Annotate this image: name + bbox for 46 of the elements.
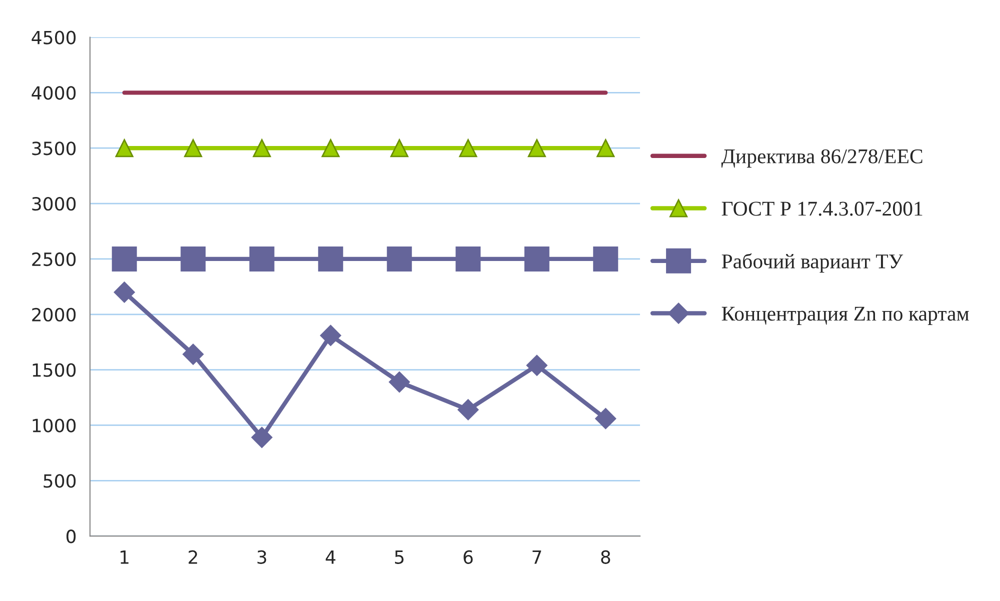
point (251, 426, 272, 448)
point (115, 139, 134, 158)
y-tick-label: 0 (66, 530, 76, 544)
point (388, 371, 410, 393)
point (386, 246, 412, 272)
y-tick-label: 3000 (32, 197, 76, 211)
point (456, 246, 481, 272)
y-tick-label: 2000 (32, 308, 76, 322)
point (593, 246, 618, 272)
y-tick-label: 4500 (32, 30, 76, 44)
y-tick-label: 1000 (32, 418, 76, 432)
x-tick-label: 8 (601, 550, 610, 564)
y-tick-label: 1500 (32, 363, 76, 377)
point (528, 139, 546, 158)
point (114, 282, 135, 303)
point (596, 139, 615, 158)
x-tick-label: 3 (258, 550, 266, 564)
y-tick-label: 2500 (32, 252, 76, 266)
point (526, 354, 548, 376)
y-tick-label: 3500 (32, 142, 76, 156)
point (524, 246, 550, 272)
x-tick-label: 4 (326, 550, 336, 564)
y-tick-label: 500 (44, 474, 76, 488)
point (458, 399, 479, 420)
x-tick-label: 1 (120, 550, 128, 564)
legend-label: ГОСТ Р 17.4.3.07-2001 (722, 202, 922, 216)
x-tick-label: 5 (395, 550, 404, 564)
point (182, 344, 204, 365)
point (318, 246, 344, 272)
point (112, 246, 137, 272)
point (249, 246, 274, 272)
point (322, 139, 340, 158)
point (595, 408, 616, 430)
x-tick-label: 7 (532, 550, 542, 564)
point (459, 139, 478, 158)
x-tick-label: 6 (464, 550, 473, 564)
point (252, 139, 271, 158)
legend-label: Директива 86/278/EEC (721, 149, 922, 168)
point (320, 324, 342, 346)
point (184, 139, 202, 158)
y-tick-label: 4000 (32, 86, 76, 100)
point (180, 246, 206, 272)
legend-label: Концентрация Zn по картам (722, 306, 969, 325)
x-tick-label: 2 (188, 550, 198, 564)
point (390, 139, 408, 158)
legend-label: Рабочий вариант ТУ (722, 253, 904, 273)
